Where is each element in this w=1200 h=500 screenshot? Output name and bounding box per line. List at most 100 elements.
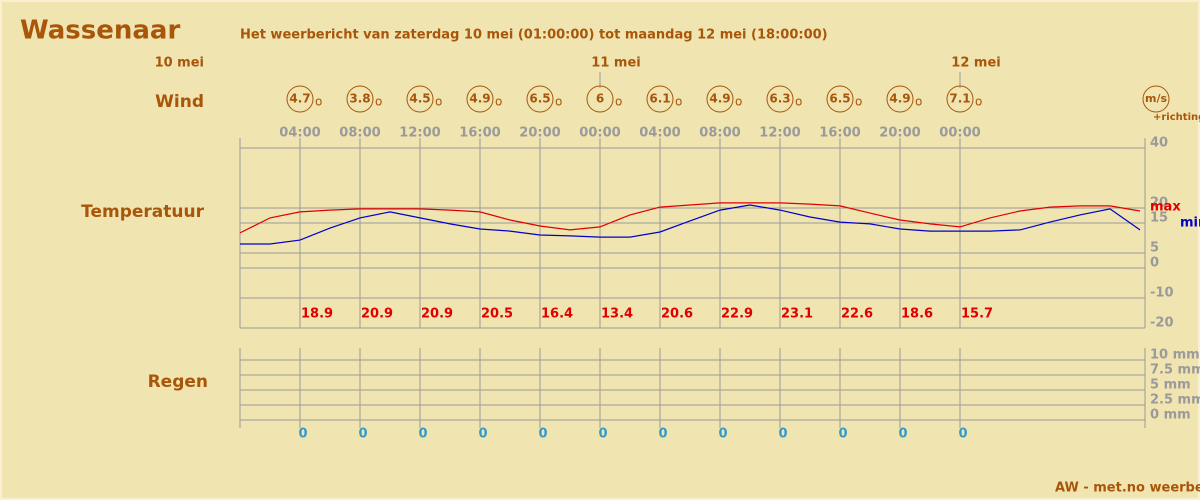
- max-label: 15.7: [961, 307, 993, 322]
- footer: AW - met.no weerbericht: [1055, 481, 1200, 496]
- wind-direction: o: [795, 95, 802, 109]
- wind-label: Wind: [155, 92, 204, 112]
- wind-direction: o: [975, 95, 982, 109]
- rain-tick-label: 5 mm: [1150, 378, 1191, 393]
- temperature-line: [240, 204, 1141, 245]
- rain-value: 0: [838, 427, 847, 442]
- y-tick-label: 15: [1150, 211, 1168, 226]
- wind-direction: o: [615, 95, 622, 109]
- subtitle: Het weerbericht van zaterdag 10 mei (01:…: [240, 28, 828, 43]
- wind-direction: o: [555, 95, 562, 109]
- max-label: 20.5: [481, 307, 513, 322]
- wind-speed: 3.8: [349, 92, 370, 106]
- x-tick-label: 00:00: [579, 126, 620, 141]
- temperature-label: Temperatuur: [81, 202, 204, 222]
- rain-value: 0: [478, 427, 487, 442]
- rain-value: 0: [598, 427, 607, 442]
- max-label: 16.4: [541, 307, 573, 322]
- x-tick-label: 20:00: [879, 126, 920, 141]
- rain-value: 0: [358, 427, 367, 442]
- max-label: 22.6: [841, 307, 873, 322]
- x-tick-label: 08:00: [699, 126, 740, 141]
- max-label: 20.9: [421, 307, 453, 322]
- wind-direction: o: [315, 95, 322, 109]
- wind-unit-note: +richting: [1153, 112, 1200, 123]
- legend-label: max: [1150, 200, 1181, 215]
- wind-circle: [766, 85, 794, 113]
- x-tick-label: 04:00: [639, 126, 680, 141]
- wind-circle: [586, 85, 614, 113]
- rain-tick-label: 0 mm: [1150, 408, 1191, 423]
- day-label: 10 mei: [155, 56, 204, 71]
- rain-tick-label: 2.5 mm: [1150, 393, 1200, 408]
- wind-circle: [526, 85, 554, 113]
- rain-value: 0: [958, 427, 967, 442]
- max-label: 18.6: [901, 307, 933, 322]
- x-tick-label: 20:00: [519, 126, 560, 141]
- legend-label: min: [1180, 216, 1200, 231]
- wind-speed: 6: [596, 92, 604, 106]
- wind-circle: [946, 85, 974, 113]
- y-tick-label: 40: [1150, 136, 1168, 151]
- rain-value: 0: [658, 427, 667, 442]
- wind-direction: o: [435, 95, 442, 109]
- y-tick-label: -20: [1150, 316, 1174, 331]
- x-tick-label: 04:00: [279, 126, 320, 141]
- wind-speed: 6.5: [529, 92, 550, 106]
- x-tick-label: 16:00: [459, 126, 500, 141]
- rain-tick-label: 7.5 mm: [1150, 363, 1200, 378]
- rain-value: 0: [538, 427, 547, 442]
- wind-circle: [706, 85, 734, 113]
- wind-direction: o: [735, 95, 742, 109]
- max-label: 22.9: [721, 307, 753, 322]
- wind-direction: o: [675, 95, 682, 109]
- wind-direction: o: [915, 95, 922, 109]
- y-tick-label: 5: [1150, 241, 1159, 256]
- wind-circle: [886, 85, 914, 113]
- wind-speed: 4.7: [289, 92, 310, 106]
- max-label: 20.6: [661, 307, 693, 322]
- max-label: 23.1: [781, 307, 813, 322]
- x-tick-label: 12:00: [759, 126, 800, 141]
- unit-circle: [1142, 85, 1170, 113]
- wind-circle: [346, 85, 374, 113]
- wind-direction: o: [855, 95, 862, 109]
- wind-speed: 6.1: [649, 92, 670, 106]
- rain-value: 0: [898, 427, 907, 442]
- wind-circle: [466, 85, 494, 113]
- x-tick-label: 16:00: [819, 126, 860, 141]
- wind-direction: o: [375, 95, 382, 109]
- wind-speed: 4.9: [469, 92, 490, 106]
- wind-direction: o: [495, 95, 502, 109]
- wind-speed: 4.9: [889, 92, 910, 106]
- rain-value: 0: [718, 427, 727, 442]
- rain-value: 0: [298, 427, 307, 442]
- wind-speed: 4.5: [409, 92, 430, 106]
- wind-unit: m/s: [1145, 92, 1167, 105]
- day-label: 11 mei: [591, 56, 640, 71]
- wind-speed: 4.9: [709, 92, 730, 106]
- temperature-line: [239, 202, 1141, 234]
- max-label: 18.9: [301, 307, 333, 322]
- wind-circle: [406, 85, 434, 113]
- x-tick-label: 12:00: [399, 126, 440, 141]
- x-tick-label: 00:00: [939, 126, 980, 141]
- title: Wassenaar: [20, 16, 180, 46]
- rain-label: Regen: [148, 372, 208, 392]
- day-label: 12 mei: [951, 56, 1000, 71]
- y-tick-label: 20: [1150, 196, 1168, 211]
- wind-speed: 6.3: [769, 92, 790, 106]
- wind-circle: [826, 85, 854, 113]
- rain-tick-label: 10 mm: [1150, 348, 1200, 363]
- max-label: 20.9: [361, 307, 393, 322]
- y-tick-label: -10: [1150, 286, 1174, 301]
- y-tick-label: 0: [1150, 256, 1159, 271]
- wind-circle: [646, 85, 674, 113]
- wind-circle: [286, 85, 314, 113]
- rain-value: 0: [418, 427, 427, 442]
- x-tick-label: 08:00: [339, 126, 380, 141]
- max-label: 13.4: [601, 307, 633, 322]
- wind-speed: 7.1: [949, 92, 970, 106]
- wind-speed: 6.5: [829, 92, 850, 106]
